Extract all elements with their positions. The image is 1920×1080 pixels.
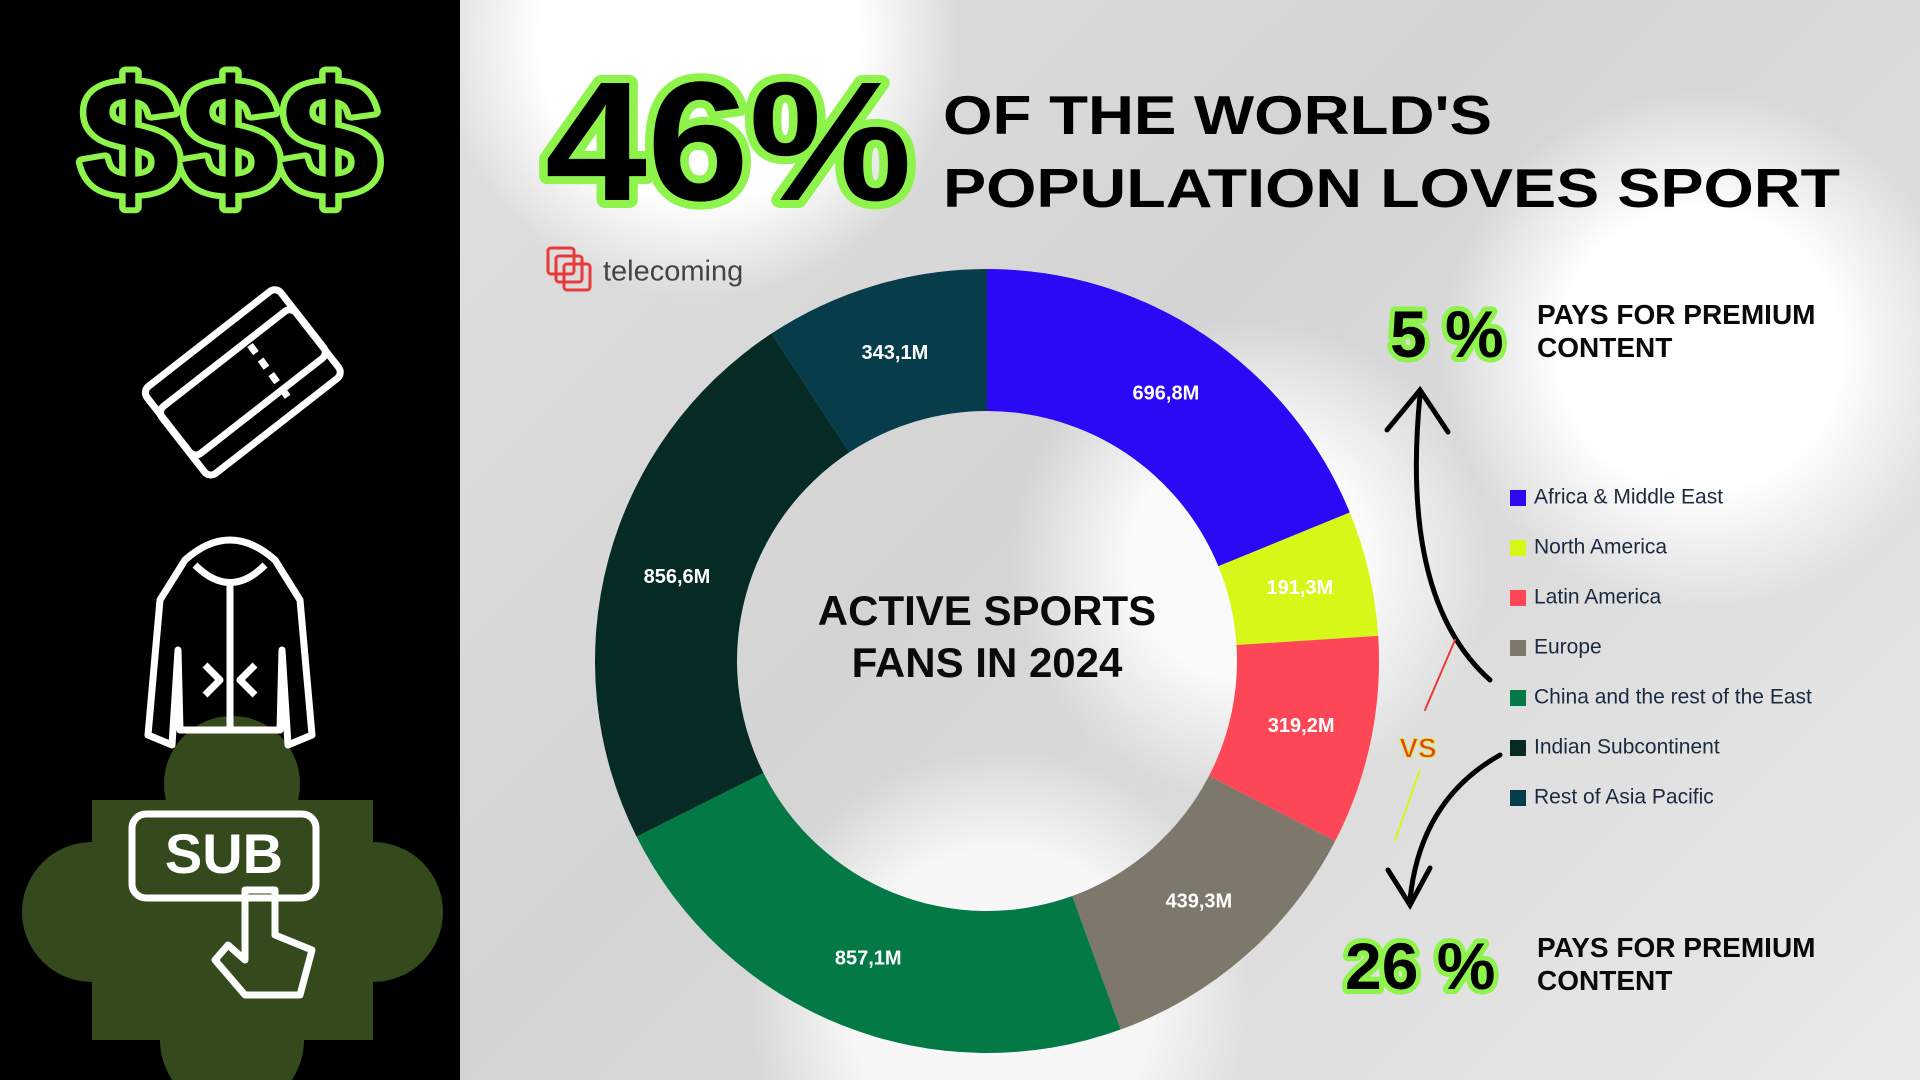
vs-label: VS (1399, 732, 1436, 763)
headline-line: OF THE WORLD'S (943, 84, 1492, 146)
legend-label: Indian Subcontinent (1534, 736, 1720, 759)
money-icon: $$$ (80, 46, 380, 230)
legend-swatch (1510, 740, 1526, 756)
premium-text: PAYS FOR PREMIUM CONTENT (1537, 299, 1816, 363)
logo-icon (546, 246, 592, 292)
data-label: 191,3M (1266, 577, 1333, 599)
data-label: 696,8M (1133, 383, 1200, 405)
legend-label: Rest of Asia Pacific (1534, 786, 1714, 809)
arrows (1384, 385, 1503, 910)
data-label: 857,1M (835, 947, 902, 969)
premium-percent: 26 % (1345, 929, 1495, 1003)
donut-segment (1209, 635, 1379, 842)
donut-segment (1218, 512, 1379, 645)
subscribe-label: SUB (165, 822, 283, 885)
subscribe-icon (128, 810, 320, 999)
legend-label: China and the rest of the East (1534, 686, 1812, 709)
donut-segment (987, 269, 1350, 567)
legend-label: Europe (1534, 636, 1602, 659)
legend-swatch (1510, 790, 1526, 806)
donut-segment (636, 773, 1121, 1053)
headline-percent: 46% (545, 47, 912, 237)
legend-swatch (1510, 490, 1526, 506)
data-label: 343,1M (862, 342, 929, 364)
donut-segment (771, 269, 987, 453)
donut-segment (1072, 775, 1336, 1030)
chart-title: ACTIVE SPORTS FANS IN 2024 (817, 587, 1157, 686)
premium-text: PAYS FOR PREMIUM CONTENT (1537, 932, 1816, 996)
legend-label: Africa & Middle East (1534, 486, 1723, 509)
legend-swatch (1510, 640, 1526, 656)
legend-swatch (1510, 540, 1526, 556)
ticket-icon (141, 286, 344, 479)
logo-text: telecoming (603, 256, 743, 288)
legend-label: North America (1534, 536, 1667, 559)
premium-percent: 5 % (1390, 297, 1504, 371)
blob (22, 716, 443, 1080)
data-label: 319,2M (1268, 715, 1335, 737)
legend-swatch (1510, 690, 1526, 706)
data-label: 439,3M (1165, 890, 1232, 912)
legend-label: Latin America (1534, 586, 1662, 609)
jacket-icon (144, 536, 316, 749)
legend-swatch (1510, 590, 1526, 606)
donut-segment (595, 333, 850, 837)
headline-line: POPULATION LOVES SPORT (943, 157, 1840, 219)
data-label: 856,6M (644, 566, 711, 588)
